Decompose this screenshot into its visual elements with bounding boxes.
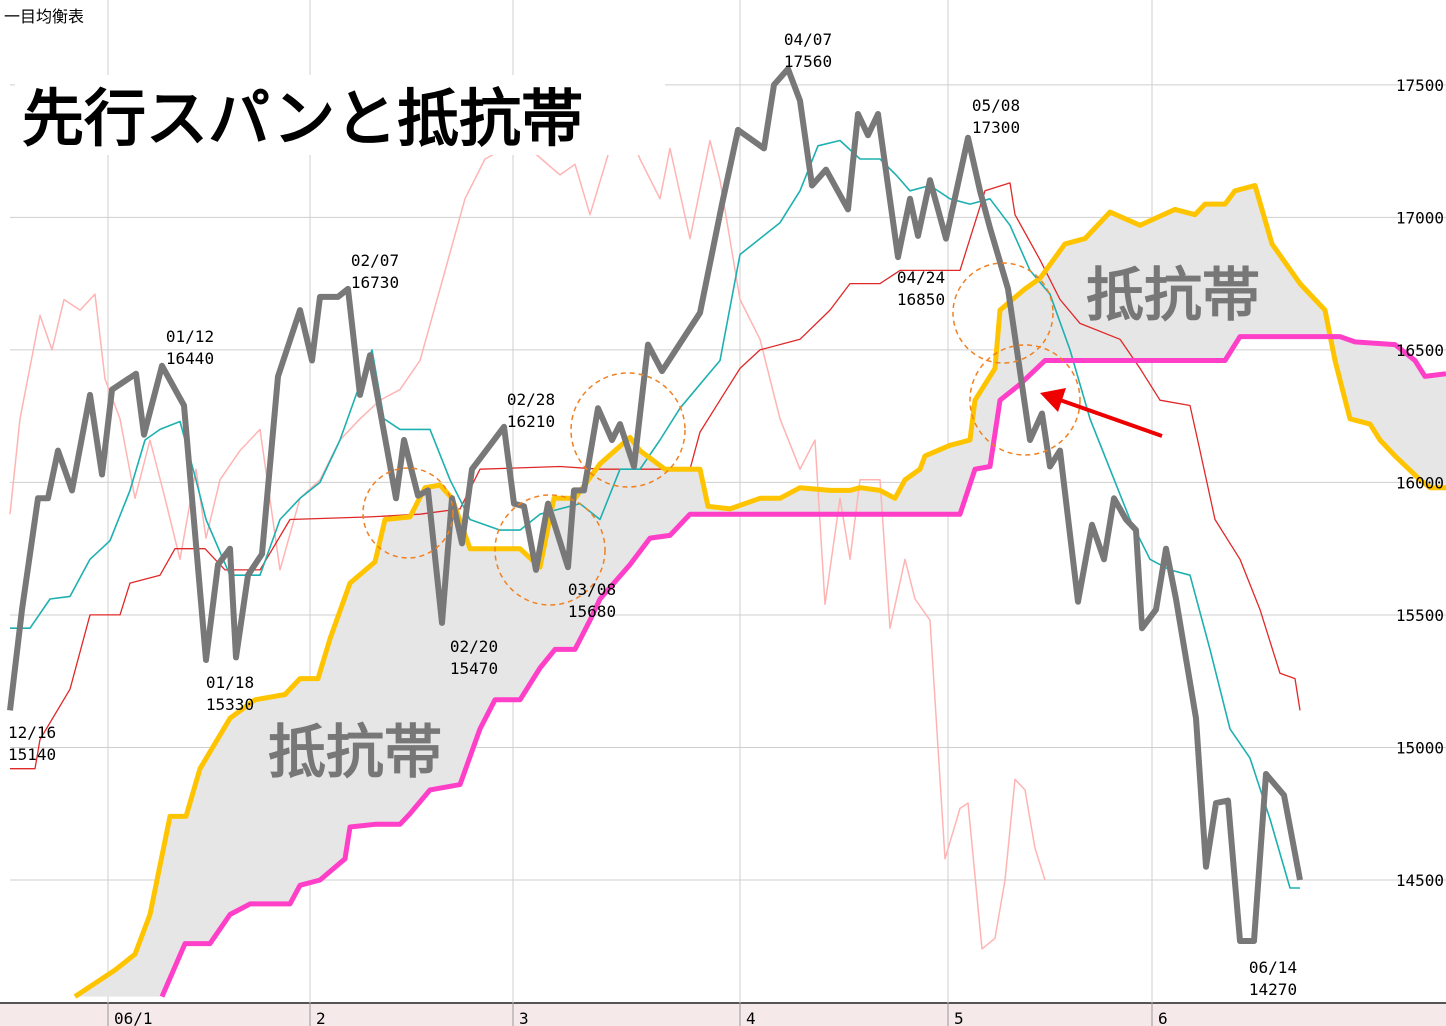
annotation-value: 17560 (784, 52, 832, 71)
annotation-date: 04/07 (784, 30, 832, 49)
highlight-circle (969, 344, 1081, 456)
highlight-circle (362, 467, 454, 559)
cloud-fill (75, 185, 1446, 997)
y-tick-label: 16000 (1396, 473, 1444, 492)
series-line (10, 139, 1300, 889)
annotation-date: 01/18 (206, 673, 254, 692)
annotation-date: 03/08 (568, 580, 616, 599)
zone-label: 抵抗帯 (268, 718, 442, 786)
series-line (159, 334, 1446, 998)
annotation-date: 02/28 (507, 390, 555, 409)
labels: 14500 15000 15500 16000 16500 17000 17500 06/1 2… (8, 30, 1444, 1026)
annotation-date: 12/16 (8, 723, 56, 742)
zone-label: 抵抗帯 (1086, 261, 1260, 329)
series-line (10, 182, 1301, 770)
annotation-date: 02/07 (351, 251, 399, 270)
chart-title: 先行スパンと抵抗帯 (22, 82, 583, 155)
annotation-date: 02/20 (450, 637, 498, 656)
annotation-date: 01/12 (166, 327, 214, 346)
annotation-value: 16440 (166, 349, 214, 368)
annotation-value: 15680 (568, 602, 616, 621)
x-axis-band (0, 1003, 1446, 1026)
x-tick-label: 2 (316, 1009, 326, 1026)
y-tick-label: 15000 (1396, 738, 1444, 757)
x-tick-label: 06/1 (114, 1009, 153, 1026)
annotation-date: 05/08 (972, 96, 1020, 115)
annotation-value: 16850 (897, 290, 945, 309)
annotation-value: 17300 (972, 118, 1020, 137)
highlight-circle (494, 494, 606, 606)
x-tick-label: 6 (1158, 1009, 1168, 1026)
y-tick-label: 16500 (1396, 341, 1444, 360)
lines (7, 65, 1446, 999)
annotation-value: 15330 (206, 695, 254, 714)
y-tick-label: 17000 (1396, 208, 1444, 227)
highlight-circle (570, 372, 686, 488)
annotation-value: 15140 (8, 745, 56, 764)
arrow-shaft (1059, 398, 1163, 438)
annotation-value: 15470 (450, 659, 498, 678)
y-tick-label: 17500 (1396, 76, 1444, 95)
y-tick-label: 14500 (1396, 871, 1444, 890)
series-line (73, 183, 1446, 999)
decorations (362, 262, 1163, 606)
series-line (7, 65, 1303, 944)
series-line (9, 107, 1046, 950)
y-tick-label: 15500 (1396, 606, 1444, 625)
annotation-value: 14270 (1249, 980, 1297, 999)
chart-header: 一目均衡表 (4, 7, 84, 26)
title-background (15, 75, 665, 155)
x-tick-label: 4 (746, 1009, 756, 1026)
annotation-value: 16210 (507, 412, 555, 431)
annotation-value: 16730 (351, 273, 399, 292)
annotation-date: 06/14 (1249, 958, 1297, 977)
highlight-circle (952, 262, 1054, 364)
x-tick-label: 3 (519, 1009, 529, 1026)
annotation-date: 04/24 (897, 268, 945, 287)
arrow-head (1040, 388, 1066, 412)
cloud (75, 185, 1446, 997)
x-tick-label: 5 (954, 1009, 964, 1026)
